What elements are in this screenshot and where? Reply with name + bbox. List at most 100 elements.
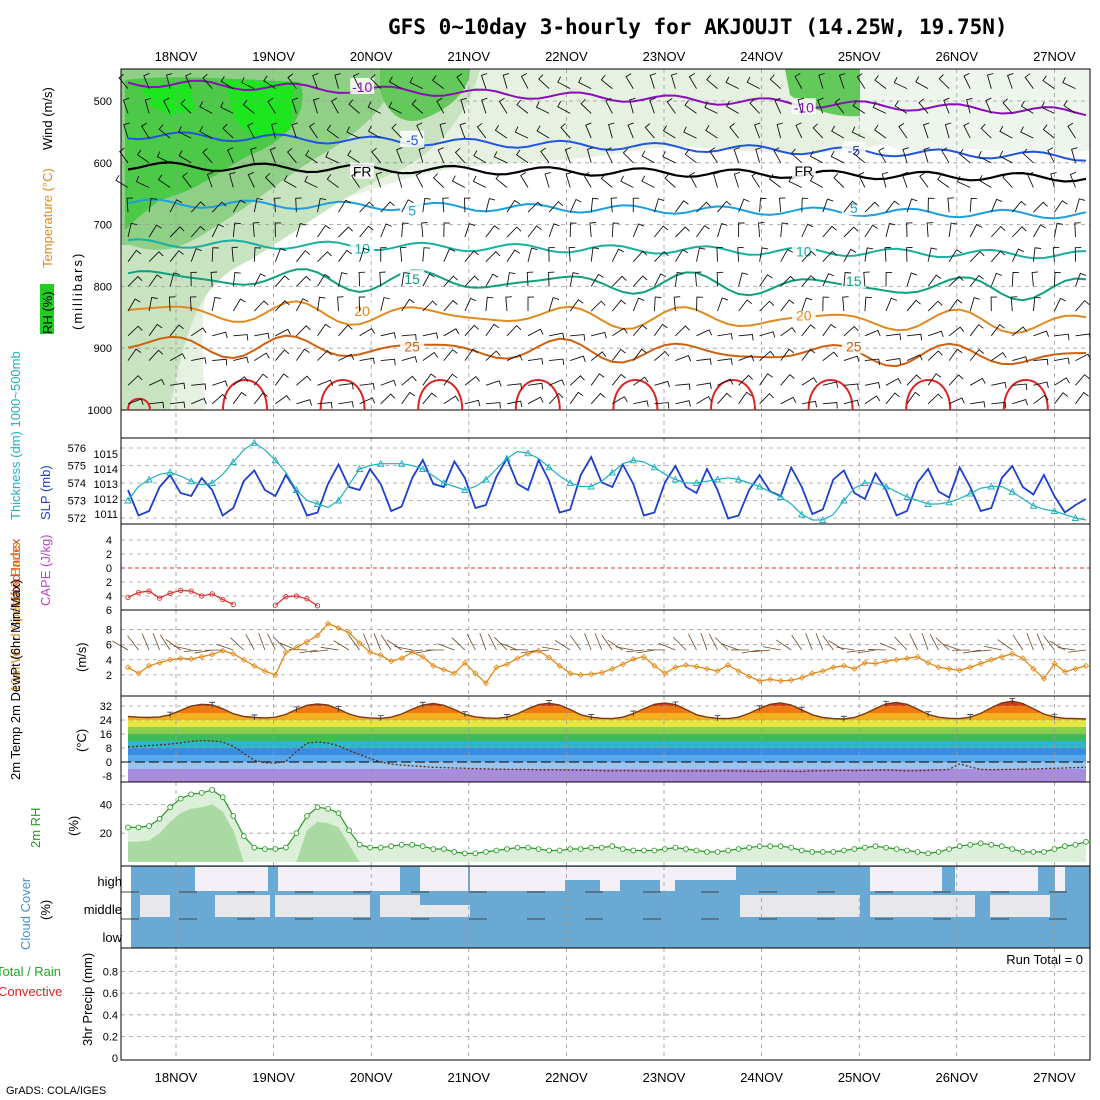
wind-barb (812, 123, 824, 139)
surface-wind-barb (584, 633, 592, 651)
wind-barb (948, 326, 965, 337)
wind-barb (999, 125, 1013, 139)
wind-barb (400, 246, 407, 262)
wind-barb (885, 222, 896, 238)
wind-barb (1052, 246, 1060, 262)
wind-barb (557, 101, 571, 114)
wind-barb (127, 325, 143, 337)
wind-barb (367, 125, 381, 139)
isotherm-label-bg (400, 270, 425, 287)
wind-barb (254, 332, 270, 340)
surface-wind-barb (380, 634, 392, 651)
wind-speed-marker (377, 652, 384, 659)
wind-barb (801, 275, 816, 287)
pressure-axis: 500 600 700 800 900 1000 (88, 96, 112, 417)
wind-barb (210, 271, 218, 287)
surface-wind-barb (997, 639, 1013, 651)
rh2m-marker (546, 847, 552, 854)
surface-wind-barb (569, 635, 582, 651)
wind-barb (725, 76, 739, 90)
wind-barb (885, 357, 902, 365)
wind-speed-marker (998, 653, 1005, 660)
wind-barb (182, 172, 192, 188)
rh2m-tick-label: 40 (100, 799, 112, 811)
wind-barb (801, 197, 809, 213)
temp-minmax-bar (882, 700, 889, 707)
wind-barb (252, 222, 260, 238)
wind-barb (906, 374, 922, 386)
wind-barb (980, 123, 992, 139)
surface-wind-barb (857, 649, 876, 654)
wind-barb (947, 197, 954, 213)
wind-barb (956, 175, 971, 188)
wind-barb (185, 72, 192, 89)
wind-speed-marker (798, 674, 805, 681)
wind-speed-marker (524, 650, 532, 657)
wind-barb (337, 296, 344, 312)
thickness-tick-label: 572 (68, 513, 86, 525)
wind-barb (758, 222, 765, 238)
surface-wind-barb (714, 637, 729, 651)
wind-barb (611, 222, 620, 238)
wind-barb (611, 248, 625, 262)
temp-minmax-bar (377, 715, 384, 721)
wind-barb (725, 100, 739, 114)
slp-label: SLP (mb) (38, 465, 53, 520)
wind-speed-marker (1082, 662, 1090, 669)
wind-speed-marker (640, 653, 647, 660)
wind-barb (565, 171, 573, 188)
wind-barb (801, 297, 813, 312)
li-tick-label: 6 (106, 605, 112, 617)
wind-barb (1054, 377, 1070, 386)
temp-minmax-bar (756, 705, 763, 712)
isotherm-label-bg (350, 302, 375, 319)
wind-barb (212, 380, 228, 387)
isotherm-label: 15 (404, 271, 420, 287)
wind-barb (312, 72, 319, 89)
wind-speed-marker (251, 662, 258, 669)
wind-barb (241, 77, 255, 90)
surface-wind-barb (929, 633, 939, 651)
wind-barb (590, 247, 599, 262)
wind-barb (169, 199, 183, 213)
surface-wind-barb (942, 643, 960, 651)
rh2m-marker (872, 843, 879, 850)
wind-barb (464, 223, 476, 238)
wind-barb (864, 358, 880, 366)
wind-barb (443, 395, 460, 405)
wind-barb (738, 299, 753, 312)
wind-barb (629, 97, 636, 114)
surface-wind-barb (921, 632, 929, 651)
wind-speed-marker (672, 664, 679, 671)
wind-barb (267, 97, 276, 114)
wind-barb (969, 377, 986, 386)
lifted-index-marker (293, 593, 300, 599)
wind-barb (716, 271, 724, 287)
wind-barb (295, 222, 307, 238)
wind-barb (610, 197, 618, 213)
wind-barb (564, 147, 572, 163)
wind-barb (801, 400, 818, 408)
wind-barb (608, 122, 615, 139)
wind-speed-marker (893, 656, 900, 663)
surface-wind-barb (1012, 634, 1024, 651)
wind-barb (122, 97, 130, 114)
wind-barb (590, 373, 605, 386)
wind-barb (254, 352, 270, 361)
temp-minmax-bar (251, 714, 258, 721)
wind-barb (170, 401, 186, 408)
wind-barb (922, 122, 930, 139)
surface-wind-barb (594, 633, 603, 651)
surface-wind-barb (451, 637, 466, 651)
wind-speed-marker (651, 662, 658, 669)
wind-barb (872, 101, 887, 114)
wind-barb (851, 126, 866, 139)
surface-wind-barb (672, 636, 687, 651)
wind-barb (401, 199, 414, 213)
wind-barb (801, 377, 818, 386)
wind-barb (514, 126, 529, 139)
wind-barb (684, 100, 697, 114)
rh2m-marker (525, 844, 531, 851)
thickness-marker (608, 468, 617, 476)
surface-wind-barb (894, 636, 908, 651)
